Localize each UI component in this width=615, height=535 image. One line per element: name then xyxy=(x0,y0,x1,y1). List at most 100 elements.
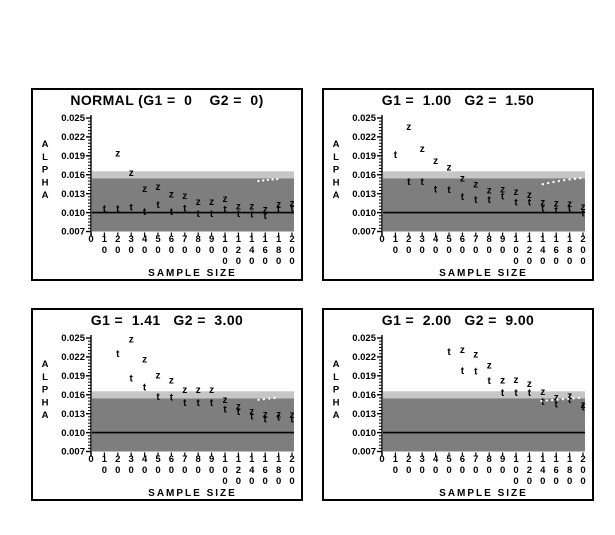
x-tick-label-digit: 6 xyxy=(554,245,559,256)
marker-t: t xyxy=(170,392,174,403)
marker-t: t xyxy=(501,191,505,202)
x-axis-title: SAMPLE SIZE xyxy=(148,268,237,279)
y-tick-label: 0.010 xyxy=(61,208,85,219)
x-tick-label-digit: 4 xyxy=(433,454,439,465)
white-dot xyxy=(261,179,265,182)
y-axis-title-letter: L xyxy=(333,152,339,163)
panel-g1-2-00: G1 = 2.00 G2 = 9.00 0.025 0.022 0.019 0.016… xyxy=(322,308,594,501)
marker-z: z xyxy=(460,345,465,356)
x-tick-label-digit: 1 xyxy=(540,234,546,245)
series-z: z zzz z zzz zz xyxy=(460,345,586,411)
x-tick-label-digit: 5 xyxy=(155,234,161,245)
x-tick-label-digit: 7 xyxy=(182,234,187,245)
x-tick-label-digit: 1 xyxy=(249,454,255,465)
marker-z: z xyxy=(500,375,505,386)
marker-z: z xyxy=(554,198,559,209)
shaded-bands xyxy=(92,391,294,452)
marker-t: t xyxy=(514,388,518,399)
x-tick-label-digit: 0 xyxy=(182,465,187,476)
y-tick-label: 0.016 xyxy=(61,390,85,401)
x-tick-label-digit: 6 xyxy=(460,454,465,465)
y-axis-title-letter: P xyxy=(42,385,49,396)
y-tick-label: 0.022 xyxy=(61,132,85,143)
marker-z: z xyxy=(129,168,134,179)
marker-z: z xyxy=(209,385,214,396)
series-z: zzz zz z zzz z z z z xyxy=(129,334,295,421)
marker-z: z xyxy=(527,379,532,390)
x-tick-label-digit: 0 xyxy=(513,256,518,267)
marker-t: t xyxy=(581,403,585,414)
series-white-dot xyxy=(540,396,581,403)
marker-z: z xyxy=(406,122,411,133)
plot-g1-1-00: 0.0250.0220.0190.0160.0130.0100.007ALPHA… xyxy=(333,113,586,279)
marker-z: z xyxy=(115,149,120,160)
x-tick-label-digit: 1 xyxy=(236,454,242,465)
x-tick-label-digit: 1 xyxy=(276,234,282,245)
marker-z: z xyxy=(554,392,559,403)
y-tick-label: 0.025 xyxy=(352,333,376,344)
band-light xyxy=(383,391,585,399)
x-tick-label-digit: 2 xyxy=(580,454,585,465)
white-dot xyxy=(541,183,544,186)
x-tick-label-digit: 6 xyxy=(263,245,268,256)
y-tick-label: 0.010 xyxy=(352,428,376,439)
series-t: tt ttt t tt t tt xyxy=(447,347,585,413)
x-tick-label-digit: 2 xyxy=(406,234,411,245)
x-tick-label-digit: 0 xyxy=(406,465,411,476)
marker-t: t xyxy=(130,203,134,214)
marker-t: t xyxy=(143,207,147,218)
white-dot xyxy=(579,177,582,180)
x-tick-label-digit: 0 xyxy=(222,256,227,267)
x-tick-label-digit: 0 xyxy=(102,465,107,476)
x-tick-label-digit: 1 xyxy=(540,454,546,465)
y-tick-label: 0.019 xyxy=(352,371,376,382)
x-tick-label-digit: 0 xyxy=(473,465,478,476)
white-dot xyxy=(540,399,543,403)
marker-z: z xyxy=(567,199,572,210)
x-tick-label-digit: 0 xyxy=(222,476,227,487)
x-tick-label-digit: 1 xyxy=(276,454,282,465)
y-tick-label: 0.019 xyxy=(61,151,85,162)
x-tick-label-digit: 0 xyxy=(102,245,107,256)
marker-t: t xyxy=(555,205,559,216)
x-tick-label-digit: 8 xyxy=(487,234,492,245)
white-dot xyxy=(567,397,570,400)
x-tick-label-digit: 1 xyxy=(236,234,242,245)
x-tick-label-digit: 7 xyxy=(473,234,478,245)
x-tick-label-digit: 1 xyxy=(393,454,399,465)
marker-t: t xyxy=(488,195,492,206)
x-tick-label-digit: 1 xyxy=(567,454,573,465)
marker-z: z xyxy=(169,189,174,200)
x-tick-label-digit: 2 xyxy=(236,245,241,256)
x-tick-label-digit: 0 xyxy=(249,476,254,487)
y-axis-title-letter: A xyxy=(42,139,49,150)
x-tick-label-digit: 0 xyxy=(289,476,294,487)
x-tick-label-digit: 0 xyxy=(289,465,294,476)
y-tick-label: 0.022 xyxy=(61,352,85,363)
x-tick-label-digit: 1 xyxy=(554,454,560,465)
x-tick-label-digit: 0 xyxy=(554,256,559,267)
marker-t: t xyxy=(555,399,559,410)
marker-t: t xyxy=(223,205,227,216)
white-dot xyxy=(268,397,271,400)
marker-z: z xyxy=(290,410,295,421)
white-dot xyxy=(556,398,559,401)
x-tick-label-digit: 0 xyxy=(487,245,492,256)
marker-t: t xyxy=(290,203,294,214)
x-tick-label-digit: 7 xyxy=(473,454,478,465)
white-dot xyxy=(568,178,571,181)
x-tick-label-digit: 8 xyxy=(567,245,572,256)
x-tick-label-digit: 2 xyxy=(580,234,585,245)
x-tick-label-digit: 0 xyxy=(209,245,214,256)
x-tick-label-digit: 0 xyxy=(513,245,518,256)
x-tick-label-digit: 0 xyxy=(420,245,425,256)
marker-z: z xyxy=(249,201,254,212)
marker-z: z xyxy=(142,184,147,195)
marker-t: t xyxy=(501,388,505,399)
y-axis-title-letter: A xyxy=(42,410,49,421)
y-axis-title-letter: A xyxy=(333,410,340,421)
